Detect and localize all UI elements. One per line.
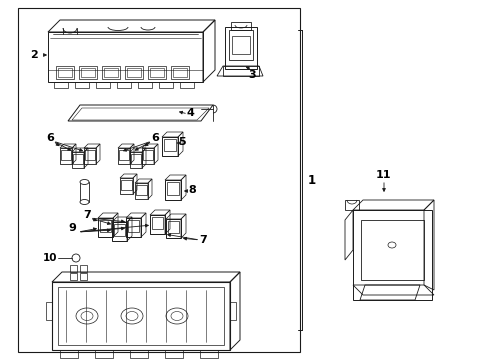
Bar (48, 32, 203, 82)
Bar (148, 66, 165, 79)
Bar (120, 178, 133, 194)
Bar (130, 350, 148, 358)
Bar (142, 150, 153, 160)
Text: 5: 5 (178, 137, 185, 147)
Bar (136, 185, 147, 195)
Bar (228, 30, 252, 60)
Bar (60, 148, 72, 164)
Bar (79, 66, 97, 79)
Bar (81, 68, 95, 77)
Bar (84, 148, 96, 164)
Bar (360, 220, 423, 280)
Bar (164, 350, 183, 358)
Bar (100, 220, 111, 232)
Bar (171, 66, 189, 79)
Bar (231, 36, 249, 54)
Bar (98, 218, 113, 237)
Text: 1: 1 (307, 174, 315, 186)
Bar (46, 302, 52, 320)
Text: 2: 2 (30, 50, 38, 60)
Bar (150, 215, 164, 234)
Bar (230, 22, 250, 30)
Bar (54, 82, 68, 88)
Bar (52, 282, 229, 350)
Bar (80, 273, 87, 280)
Bar (125, 66, 142, 79)
Bar (352, 210, 431, 300)
Bar (152, 217, 163, 229)
Bar (102, 66, 120, 79)
Bar (163, 139, 176, 151)
Bar (164, 180, 181, 200)
Text: 10: 10 (42, 253, 57, 263)
Bar (95, 350, 113, 358)
Bar (223, 66, 259, 76)
Bar (118, 148, 130, 164)
Bar (18, 8, 299, 352)
Text: 11: 11 (374, 170, 390, 180)
Bar (128, 220, 139, 232)
Bar (96, 82, 110, 88)
Bar (180, 82, 194, 88)
Bar (200, 350, 218, 358)
Text: 3: 3 (248, 70, 255, 80)
Text: 6: 6 (46, 133, 54, 143)
Text: 8: 8 (188, 185, 196, 195)
Bar (117, 82, 131, 88)
Bar (73, 154, 83, 164)
Bar (138, 82, 152, 88)
Bar (135, 183, 148, 199)
Ellipse shape (165, 308, 187, 324)
Text: 9: 9 (68, 223, 76, 233)
Bar (224, 27, 257, 69)
Bar (159, 82, 173, 88)
Text: 6: 6 (151, 133, 159, 143)
Bar (126, 218, 141, 237)
Bar (173, 68, 186, 77)
Bar (142, 148, 154, 164)
Ellipse shape (126, 311, 138, 320)
Bar (80, 265, 87, 272)
Bar (162, 137, 178, 156)
Bar (80, 182, 89, 202)
Ellipse shape (121, 308, 142, 324)
Bar (56, 66, 74, 79)
Bar (72, 152, 84, 168)
Bar (121, 180, 132, 190)
Bar (165, 219, 181, 238)
Bar (150, 68, 163, 77)
Bar (168, 221, 179, 233)
Bar (130, 152, 142, 168)
Bar (60, 350, 78, 358)
Bar (58, 68, 72, 77)
Bar (75, 82, 89, 88)
Bar (131, 154, 141, 164)
Bar (61, 150, 71, 160)
Ellipse shape (387, 242, 395, 248)
Bar (119, 150, 129, 160)
Text: 7: 7 (83, 210, 91, 220)
Bar (167, 182, 179, 195)
Ellipse shape (171, 311, 183, 320)
Ellipse shape (80, 199, 89, 204)
Ellipse shape (80, 180, 89, 184)
Bar (104, 68, 118, 77)
Bar (58, 287, 224, 345)
Bar (114, 224, 125, 236)
Bar (127, 68, 141, 77)
Bar (85, 150, 95, 160)
Bar (345, 200, 358, 210)
Bar (229, 302, 236, 320)
Text: 4: 4 (185, 108, 194, 118)
Ellipse shape (81, 311, 93, 320)
Ellipse shape (76, 308, 98, 324)
Bar (70, 265, 77, 272)
Bar (112, 222, 127, 241)
Text: 7: 7 (199, 235, 206, 245)
Ellipse shape (72, 254, 80, 262)
Bar (70, 273, 77, 280)
